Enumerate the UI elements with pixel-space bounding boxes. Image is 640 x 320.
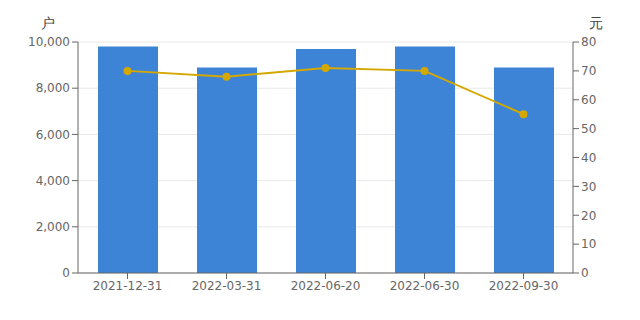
svg-text:2022-06-30: 2022-06-30 [390,279,460,293]
svg-text:80: 80 [581,35,596,49]
svg-text:30: 30 [581,180,596,194]
svg-text:50: 50 [581,122,596,136]
svg-text:户: 户 [41,15,55,31]
svg-text:20: 20 [581,209,596,223]
svg-text:2022-06-20: 2022-06-20 [291,279,361,293]
svg-text:0: 0 [581,266,589,280]
svg-text:10,000: 10,000 [28,35,70,49]
svg-text:60: 60 [581,93,596,107]
svg-text:8,000: 8,000 [36,81,70,95]
svg-text:2021-12-31: 2021-12-31 [93,279,163,293]
svg-text:2022-09-30: 2022-09-30 [489,279,559,293]
svg-text:10: 10 [581,237,596,251]
svg-text:4,000: 4,000 [36,174,70,188]
svg-text:6,000: 6,000 [36,128,70,142]
svg-text:70: 70 [581,64,596,78]
svg-text:2,000: 2,000 [36,220,70,234]
svg-text:元: 元 [589,15,603,31]
svg-text:40: 40 [581,151,596,165]
svg-text:0: 0 [62,266,70,280]
svg-text:2022-03-31: 2022-03-31 [192,279,262,293]
